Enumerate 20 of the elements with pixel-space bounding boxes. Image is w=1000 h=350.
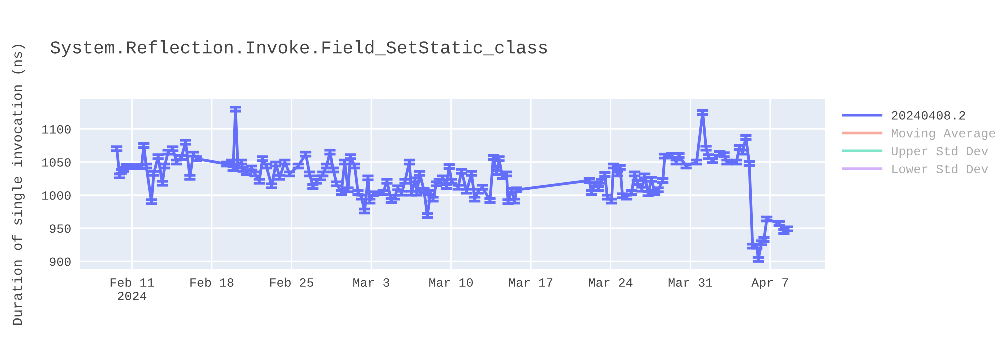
x-tick-label: Feb 11 2024 — [110, 278, 154, 300]
y-tick-label: 1100 — [42, 125, 71, 134]
x-tick-label: Mar 31 — [668, 278, 713, 288]
x-tick-label: Mar 3 — [354, 278, 390, 288]
y-axis-title: Duration of single invocation (ns) — [12, 45, 25, 326]
legend-label: Lower Std Dev — [892, 164, 988, 174]
legend-label: 20240408.2 — [892, 111, 966, 120]
x-tick-label: Feb 25 — [270, 278, 314, 288]
y-tick-label: 1000 — [42, 192, 71, 200]
x-tick-label: Apr 7 — [752, 278, 788, 290]
x-tick-label: Mar 24 — [589, 278, 633, 288]
x-tick-label: Mar 17 — [509, 278, 553, 288]
legend-label: Moving Average — [892, 128, 996, 140]
y-tick-label: 950 — [50, 224, 71, 234]
x-tick-label: Feb 18 — [190, 278, 234, 288]
y-tick-label: 1050 — [42, 158, 71, 167]
x-tick-label: Mar 10 — [430, 278, 474, 288]
y-tick-label: 900 — [50, 258, 71, 266]
legend-label: Upper Std Dev — [892, 146, 988, 158]
chart-title: System.Reflection.Invoke.Field_SetStatic_class — [50, 40, 548, 58]
